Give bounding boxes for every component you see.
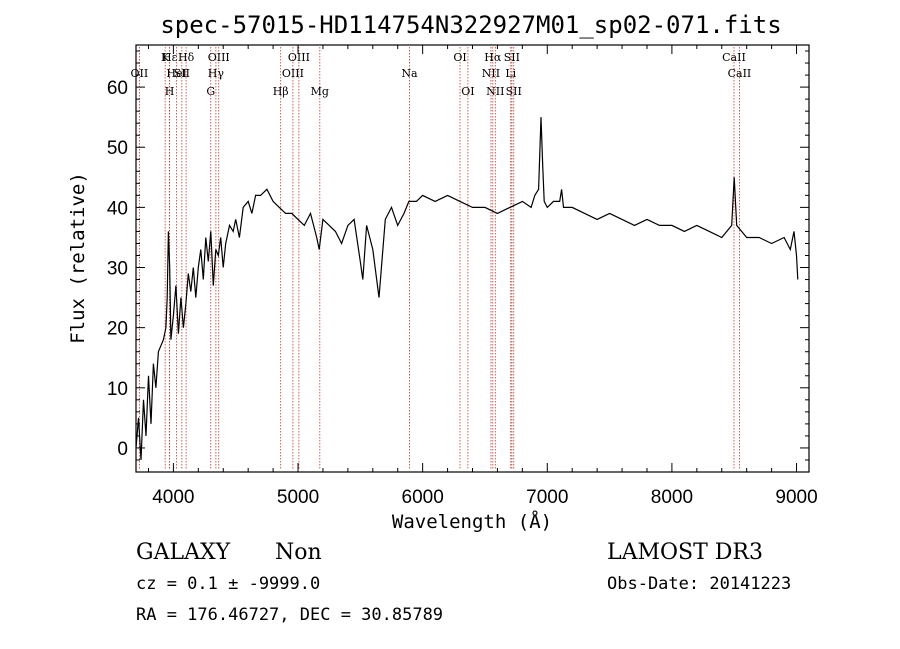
line-marker-label: OIII (208, 51, 230, 64)
plot-frame (135, 44, 810, 473)
y-axis-label: Flux (relative) (67, 172, 89, 344)
line-marker-label: Hα (484, 51, 502, 64)
line-marker-label: Hε (162, 51, 178, 64)
x-tick-label: 7000 (526, 487, 568, 508)
line-marker-label: SII (174, 67, 190, 80)
coordinates: RA = 176.46727, DEC = 30.85789 (136, 605, 443, 625)
survey-name: LAMOST DR3 (607, 540, 763, 565)
x-tick-label: 5000 (277, 487, 319, 508)
line-marker-label: Hβ (273, 85, 289, 98)
x-tick-label: 4000 (152, 487, 194, 508)
y-tick-label: 20 (107, 319, 128, 340)
y-tick-label: 60 (107, 78, 128, 99)
line-marker-label: NII (486, 85, 504, 98)
y-tick-label: 40 (107, 198, 128, 219)
object-class: GALAXY (136, 540, 231, 565)
line-marker-label: Li (505, 67, 516, 80)
line-markers (138, 47, 740, 470)
line-marker-label: OIII (282, 67, 304, 80)
x-axis-ticks: 4000 5000 6000 7000 8000 9000 (147, 45, 818, 508)
line-marker-label: NII (482, 67, 500, 80)
marker-labels: K OII Hε H HeI Hδ SII G Hγ OIII Hβ OIII OIII Mg Na OI OI… (131, 51, 752, 98)
line-marker-label: Hδ (178, 51, 195, 64)
line-marker-label: Mg (311, 85, 329, 98)
x-tick-label: 8000 (651, 487, 693, 508)
line-marker-label: OI (453, 51, 466, 64)
y-tick-label: 30 (107, 259, 128, 280)
spectrum-series-line (135, 117, 799, 461)
line-marker-label: OI (461, 85, 474, 98)
y-axis-ticks: 0 10 20 30 40 50 60 (107, 50, 809, 461)
y-tick-label: 10 (107, 379, 128, 400)
line-marker-label: H (165, 85, 175, 98)
line-marker-label: CaII (722, 51, 746, 64)
y-tick-label: 0 (117, 439, 128, 460)
line-marker-label: G (206, 85, 215, 98)
line-marker-label: HeI (166, 67, 186, 80)
line-marker-label: SII (504, 51, 520, 64)
line-marker-label: K (161, 51, 170, 64)
line-marker-label: Hγ (208, 67, 225, 80)
object-subclass: Non (275, 540, 322, 565)
redshift-cz: cz = 0.1 ± -9999.0 (136, 574, 320, 594)
obs-date: Obs-Date: 20141223 (607, 574, 791, 594)
line-marker-label: CaII (728, 67, 752, 80)
line-marker-label: OIII (288, 51, 310, 64)
line-marker-label: Na (401, 67, 418, 80)
chart-title: spec-57015-HD114754N322927M01_sp02-071.f… (160, 11, 781, 39)
x-axis-label: Wavelength (Å) (392, 510, 552, 533)
line-marker-label: SII (506, 85, 522, 98)
line-marker-label: OII (131, 67, 149, 80)
x-tick-label: 6000 (402, 487, 444, 508)
y-tick-label: 50 (107, 138, 128, 159)
x-tick-label: 9000 (775, 487, 817, 508)
